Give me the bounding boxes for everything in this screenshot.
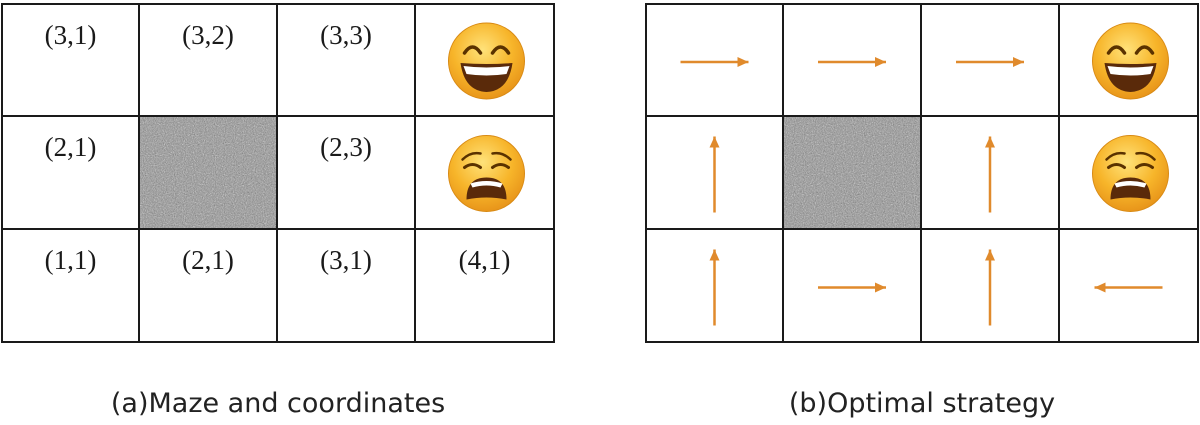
arrow-head [1013,57,1024,67]
grid-cell [782,228,922,343]
emoji-eye [1135,163,1154,169]
grid-cell [782,3,922,117]
emoji-eye [1107,163,1126,169]
cell-border [782,3,922,117]
cell-border [782,228,922,343]
grid-cell [1058,228,1199,343]
grid-cell [782,115,922,230]
coordinate-label: (2,3) [320,132,372,162]
grid-cell [645,115,784,230]
wall-texture [784,117,920,228]
grid-cell [920,228,1060,343]
grid-cell [138,115,278,230]
arrow-head [985,249,995,261]
emoji-eye [462,45,483,55]
emoji-teeth [470,181,503,188]
grid-cell: (4,1) [414,228,555,343]
grid-cell: (3,1) [1,3,140,117]
weary-face-icon [1092,135,1169,212]
emoji-eye [1106,45,1127,55]
emoji-teeth [1114,181,1147,188]
grid-cell [1058,115,1199,230]
caption-strategy: (b)Optimal strategy [789,388,1055,419]
cell-border [1,115,140,230]
emoji-eye [490,45,511,55]
coordinate-label: (2,1) [182,245,234,275]
arrow-head [709,249,720,261]
emoji-teeth [1107,66,1154,76]
grid-cell [920,3,1060,117]
arrow-head [875,57,886,67]
wall-texture [140,117,276,228]
coordinate-label: (2,1) [45,132,97,162]
grid-cell: (3,3) [276,3,416,117]
coordinate-label: (3,2) [182,20,234,50]
cell-border [138,3,278,117]
caption-maze: (a)Maze and coordinates [111,388,445,419]
arrow-head [985,136,995,148]
grinning-face-icon [448,22,525,100]
grinning-face-icon [1092,22,1169,100]
grid-cell [920,115,1060,230]
cell-border [414,228,555,343]
emoji-brow [1135,151,1156,161]
emoji-face [1092,135,1169,212]
maze-grid: (3,1) (3,2) (3,3) (2,1) (2,3) (1,1) (2,1) (3,1)… [1,3,555,343]
cell-border [276,228,416,343]
grid-cell: (3,2) [138,3,278,117]
cell-border [1,3,140,117]
cell-border [920,3,1060,117]
emoji-brow [461,151,482,161]
coordinate-label: (3,1) [320,245,372,275]
weary-face-icon [448,135,525,212]
emoji-brow [1105,151,1126,161]
grid-cell [1058,3,1199,117]
grid-cell [645,3,784,117]
grid-cell: (2,1) [138,228,278,343]
emoji-eye [491,163,510,169]
emoji-teeth [463,66,510,76]
grid-cell: (2,1) [1,115,140,230]
arrow-head [875,282,886,293]
grid-cell [414,3,555,117]
cell-border [1058,228,1199,343]
strategy-grid [645,3,1199,343]
grid-cell: (2,3) [276,115,416,230]
emoji-face [448,135,525,212]
emoji-eye [463,163,482,169]
arrow-head [709,136,720,148]
grid-cell [414,115,555,230]
emoji-brow [491,151,512,161]
emoji-eye [1134,45,1155,55]
coordinate-label: (1,1) [45,245,97,275]
cell-border [1,228,140,343]
cell-border [276,3,416,117]
grid-cell: (1,1) [1,228,140,343]
coordinate-label: (3,3) [320,20,372,50]
cell-border [138,228,278,343]
cell-border [645,3,784,117]
arrow-head [1094,282,1106,293]
grid-cell [645,228,784,343]
coordinate-label: (4,1) [459,245,511,275]
arrow-head [737,57,749,67]
coordinate-label: (3,1) [45,20,97,50]
grid-cell: (3,1) [276,228,416,343]
